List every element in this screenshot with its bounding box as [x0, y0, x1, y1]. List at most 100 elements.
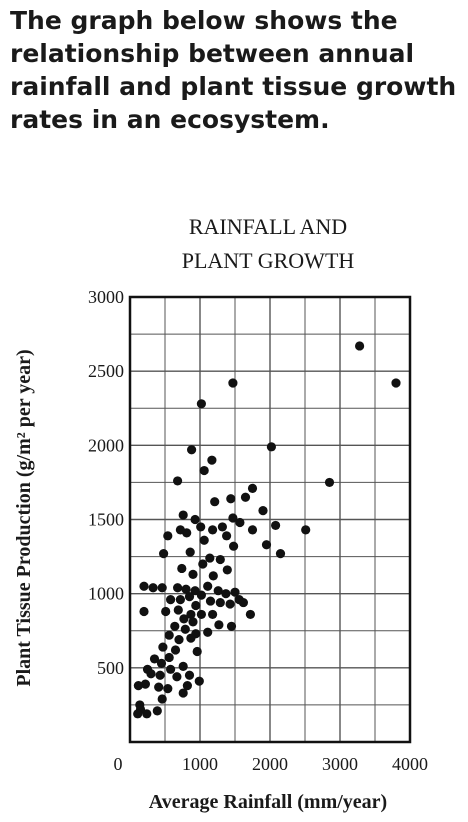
data-point	[178, 688, 188, 698]
data-point	[215, 554, 225, 565]
data-point	[191, 600, 201, 611]
data-point	[247, 483, 258, 493]
data-point	[164, 630, 174, 640]
data-point	[140, 679, 150, 689]
y-tick-label: 1500	[88, 510, 124, 530]
data-point	[210, 497, 220, 507]
data-point	[177, 563, 187, 574]
data-point	[199, 535, 209, 545]
data-point	[271, 520, 281, 531]
grid	[128, 295, 412, 744]
data-point	[228, 378, 238, 388]
y-tick-label: 2500	[88, 361, 124, 381]
data-point	[157, 583, 167, 593]
chart-title: RAINFALL AND PLANT GROWTH	[182, 214, 355, 273]
data-point	[230, 587, 240, 597]
data-point	[275, 549, 286, 559]
data-point	[156, 658, 167, 668]
y-tick-label: 3000	[88, 287, 124, 307]
data-point	[164, 652, 174, 663]
data-point	[173, 476, 183, 486]
data-point	[261, 540, 272, 550]
data-points	[133, 341, 401, 719]
data-point	[226, 621, 237, 631]
data-point	[213, 586, 223, 596]
data-point	[159, 549, 169, 559]
data-point	[245, 609, 255, 620]
data-point	[208, 571, 218, 581]
data-point	[175, 595, 185, 605]
question-text: The graph below shows the relationship b…	[10, 6, 457, 134]
data-point	[133, 681, 143, 691]
data-point	[133, 709, 143, 719]
x-axis-label: Average Rainfall (mm/year)	[149, 791, 387, 813]
y-tick-label: 2000	[88, 435, 124, 455]
data-point	[192, 646, 202, 657]
data-point	[166, 595, 176, 605]
data-point	[222, 565, 232, 575]
data-point	[181, 584, 191, 594]
data-point	[235, 517, 245, 528]
data-point	[221, 589, 231, 599]
data-point	[196, 590, 206, 600]
x-tick-labels: 0 1000 2000 3000 4000	[114, 754, 429, 774]
chart-title-line-1: RAINFALL AND	[189, 214, 347, 239]
data-point	[187, 445, 197, 455]
x-tick-label: 3000	[322, 754, 358, 774]
data-point	[238, 597, 248, 608]
data-point	[186, 609, 196, 620]
data-point	[229, 541, 239, 551]
data-point	[258, 506, 268, 516]
data-point	[172, 672, 182, 682]
x-tick-label: 0	[114, 754, 123, 774]
data-point	[163, 684, 173, 694]
data-point	[324, 477, 335, 488]
data-point	[391, 378, 401, 388]
data-point	[196, 399, 206, 409]
data-point	[173, 605, 183, 615]
data-point	[203, 581, 213, 591]
data-point	[208, 609, 218, 620]
data-point	[190, 514, 200, 525]
data-point	[170, 621, 180, 631]
data-point	[203, 627, 213, 637]
data-point	[194, 676, 204, 686]
data-point	[157, 694, 167, 704]
data-point	[163, 531, 173, 541]
y-tick-labels: 500 1000 1500 2000 2500 3000	[88, 287, 124, 678]
data-point	[215, 597, 225, 608]
data-point	[228, 513, 238, 523]
plot-frame	[128, 295, 412, 744]
data-point	[225, 599, 235, 609]
data-point	[217, 522, 227, 532]
data-point	[161, 606, 171, 617]
data-point	[155, 670, 165, 680]
data-point	[179, 614, 189, 624]
data-point	[222, 531, 232, 541]
data-point	[166, 664, 176, 674]
x-tick-label: 4000	[392, 754, 428, 774]
data-point	[174, 635, 184, 645]
data-point	[178, 510, 188, 520]
data-point	[196, 609, 206, 620]
x-tick-label: 1000	[182, 754, 218, 774]
data-point	[205, 553, 215, 563]
data-point	[199, 465, 209, 476]
data-point	[355, 341, 365, 351]
data-point	[142, 709, 152, 719]
data-point	[173, 583, 183, 593]
data-point	[186, 633, 196, 643]
data-point	[180, 624, 190, 634]
data-point	[188, 617, 198, 627]
data-point	[182, 528, 192, 538]
chart-title-line-2: PLANT GROWTH	[182, 248, 355, 273]
data-point	[148, 583, 158, 593]
y-tick-label: 1000	[88, 584, 124, 604]
data-point	[154, 682, 164, 692]
y-tick-label: 500	[97, 658, 124, 678]
data-point	[214, 620, 224, 630]
data-point	[188, 569, 198, 579]
data-point	[301, 525, 311, 535]
data-point	[178, 661, 188, 671]
